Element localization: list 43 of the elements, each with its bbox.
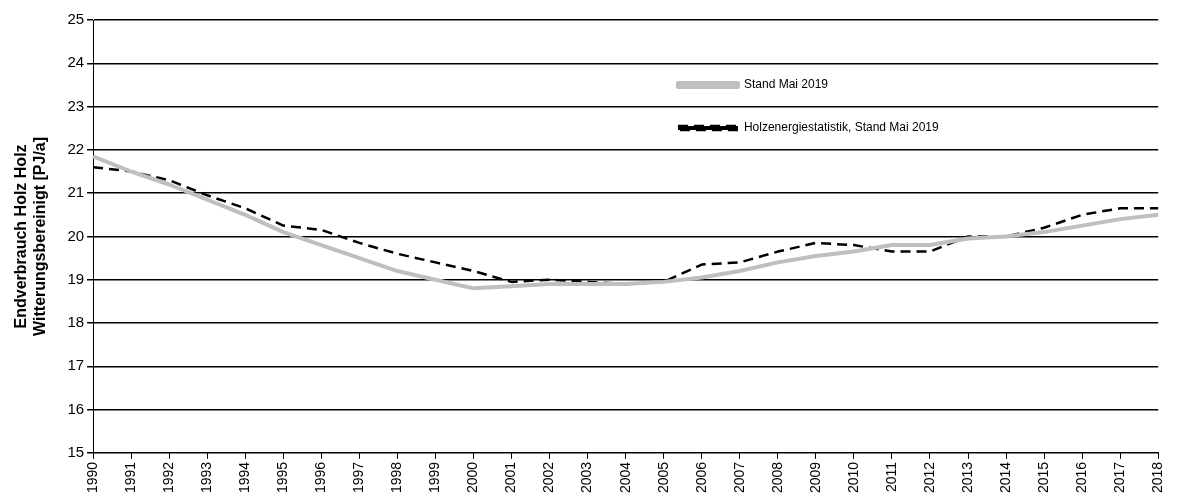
legend-label: Stand Mai 2019	[743, 77, 829, 92]
x-tick-label: 1997	[350, 461, 367, 494]
x-tick-label: 2006	[692, 461, 709, 494]
x-tick-label: 2010	[844, 461, 861, 494]
y-tick-label: 21	[67, 183, 85, 201]
x-tick-label: 2011	[882, 461, 899, 492]
x-tick-label: 2009	[806, 461, 823, 494]
x-tick-label: 2015	[1034, 461, 1051, 494]
x-tick-label: 1998	[388, 461, 405, 494]
x-tick-label: 1994	[236, 461, 253, 494]
x-tick-label: 1991	[121, 461, 138, 494]
y-tick-label: 19	[67, 269, 85, 287]
x-tick-label: 2016	[1072, 461, 1089, 494]
y-tick-label: 20	[67, 226, 85, 244]
y-tick-label: 16	[67, 399, 85, 417]
x-tick-label: 2017	[1111, 461, 1128, 494]
legend-label: Holzenergiestatistik, Stand Mai 2019	[743, 120, 940, 135]
x-tick-label: 2014	[996, 461, 1013, 494]
y-tick-label: 23	[67, 96, 85, 114]
x-tick-label: 2003	[578, 461, 595, 494]
x-tick-label: 2000	[464, 461, 481, 494]
x-tick-label: 2013	[958, 461, 975, 494]
x-tick-label: 1992	[160, 461, 177, 494]
y-axis-title: Endverbrauch Holz Holz Witterungsbereinigt [PJ/a]	[12, 136, 49, 336]
x-tick-label: 1995	[274, 461, 291, 494]
x-tick-label: 1990	[83, 461, 100, 494]
x-tick-label: 2005	[654, 461, 671, 494]
y-tick-label: 18	[67, 313, 85, 331]
x-tick-label: 2008	[768, 461, 785, 494]
x-tick-label: 2018	[1149, 461, 1166, 494]
y-tick-label: 22	[67, 140, 85, 157]
x-tick-label: 2007	[730, 461, 747, 494]
x-tick-label: 2004	[616, 461, 633, 494]
x-tick-label: 2001	[502, 461, 519, 494]
x-tick-label: 1996	[312, 461, 329, 494]
y-tick-label: 15	[67, 443, 85, 460]
x-tick-label: 1993	[198, 461, 215, 494]
y-tick-label: 25	[67, 10, 85, 28]
x-tick-label: 1999	[426, 461, 443, 494]
x-tick-label: 2002	[540, 461, 557, 494]
y-tick-label: 17	[67, 356, 85, 374]
x-tick-label: 2012	[920, 461, 937, 494]
y-tick-label: 24	[67, 53, 85, 71]
